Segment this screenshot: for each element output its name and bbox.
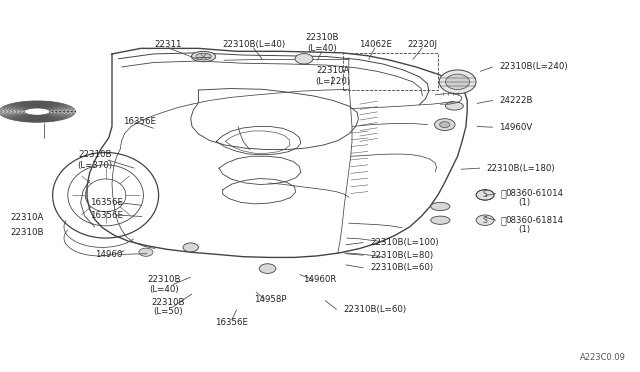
Text: 22310B: 22310B xyxy=(151,298,184,307)
Text: S: S xyxy=(483,190,488,199)
Circle shape xyxy=(259,264,276,273)
Circle shape xyxy=(295,54,313,64)
Circle shape xyxy=(476,190,494,200)
Text: 14958P: 14958P xyxy=(254,295,286,304)
Text: Ⓢ: Ⓢ xyxy=(500,215,506,225)
Circle shape xyxy=(440,122,450,128)
Text: 16356E: 16356E xyxy=(123,117,156,126)
Text: 14062E: 14062E xyxy=(358,40,392,49)
Text: 16356E: 16356E xyxy=(90,198,123,207)
Ellipse shape xyxy=(431,202,450,211)
Bar xyxy=(343,53,438,90)
Text: 14960: 14960 xyxy=(95,250,122,259)
Text: S: S xyxy=(483,216,488,225)
Text: 24222B: 24222B xyxy=(499,96,532,105)
Text: 14960R: 14960R xyxy=(303,275,337,284)
Ellipse shape xyxy=(191,51,216,62)
Text: 22320J: 22320J xyxy=(408,40,437,49)
Ellipse shape xyxy=(431,216,450,224)
Text: (1): (1) xyxy=(518,198,531,207)
Text: 16356E: 16356E xyxy=(90,211,123,219)
Text: 16356E: 16356E xyxy=(215,318,248,327)
Ellipse shape xyxy=(445,102,463,110)
Circle shape xyxy=(476,215,494,225)
Text: (1): (1) xyxy=(518,225,531,234)
Text: 22310A: 22310A xyxy=(10,213,44,222)
Ellipse shape xyxy=(445,74,470,90)
Text: (L=50): (L=50) xyxy=(153,307,182,316)
Text: 22310A: 22310A xyxy=(316,66,349,75)
Circle shape xyxy=(183,243,198,252)
Circle shape xyxy=(435,119,455,131)
Text: A223C0.09: A223C0.09 xyxy=(580,353,626,362)
Ellipse shape xyxy=(439,70,476,94)
Text: 14960V: 14960V xyxy=(499,123,532,132)
Text: 22310B(L=100): 22310B(L=100) xyxy=(370,238,438,247)
Text: (L=370): (L=370) xyxy=(77,161,112,170)
Text: 22310B: 22310B xyxy=(305,33,339,42)
Text: 22310B: 22310B xyxy=(78,150,111,159)
Ellipse shape xyxy=(196,53,211,60)
Text: 22310B(L=60): 22310B(L=60) xyxy=(370,263,433,272)
Text: (L=220): (L=220) xyxy=(316,77,350,86)
Text: (L=40): (L=40) xyxy=(149,285,179,294)
Text: 22310B: 22310B xyxy=(10,228,44,237)
Text: 08360-61814: 08360-61814 xyxy=(506,216,564,225)
Circle shape xyxy=(139,248,153,256)
Text: 22310B(L=240): 22310B(L=240) xyxy=(499,62,568,71)
Text: 22311: 22311 xyxy=(154,40,181,49)
Text: 22310B(L=40): 22310B(L=40) xyxy=(222,40,285,49)
Text: 22310B(L=180): 22310B(L=180) xyxy=(486,164,555,173)
Text: 22310B(L=80): 22310B(L=80) xyxy=(370,251,433,260)
Text: 22310B(L=60): 22310B(L=60) xyxy=(343,305,406,314)
Text: Ⓢ: Ⓢ xyxy=(500,189,506,198)
Text: (L=40): (L=40) xyxy=(307,44,337,53)
Text: 22310B: 22310B xyxy=(147,275,180,284)
Text: 08360-61014: 08360-61014 xyxy=(506,189,564,198)
